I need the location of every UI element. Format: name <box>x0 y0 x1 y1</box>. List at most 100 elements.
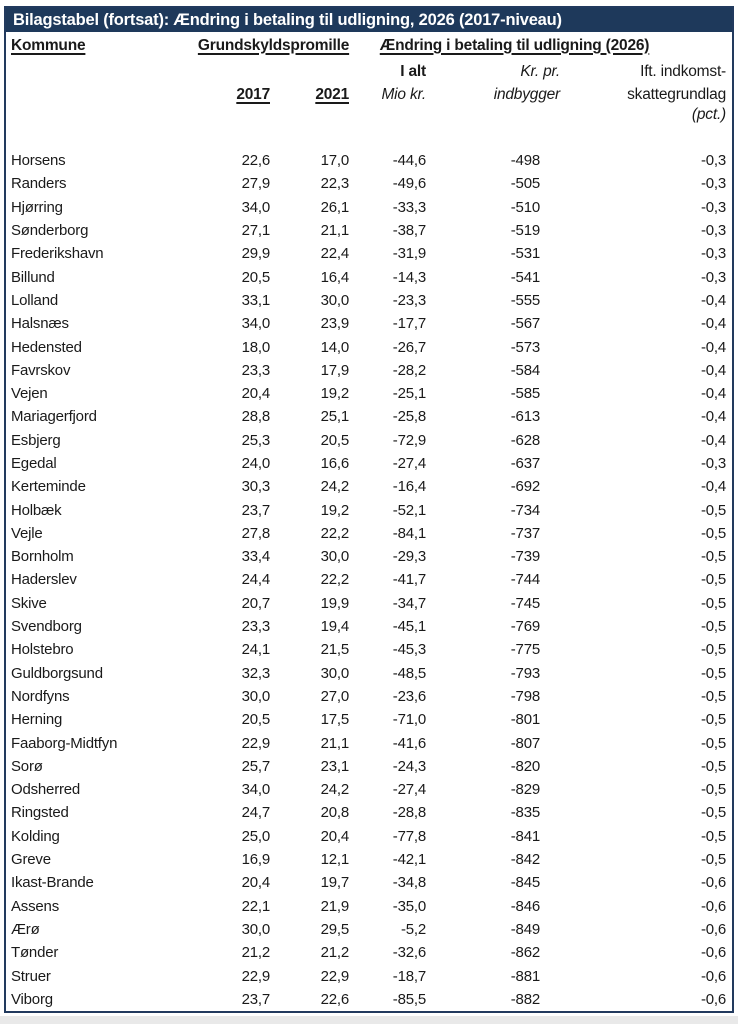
cell-kr-pr-indbygger: -793 <box>510 664 540 682</box>
cell-kommune: Ærø <box>11 920 40 938</box>
cell-kr-pr-indbygger: -737 <box>510 524 540 542</box>
cell-kommune: Ringsted <box>11 804 69 822</box>
bilagstabel-frame: Bilagstabel (fortsat): Ændring i betalin… <box>4 6 734 1013</box>
cell-grundskyld-2021: 22,4 <box>320 245 350 263</box>
cell-kommune: Favrskov <box>11 361 71 379</box>
table-row: Ærø 30,0 29,5 -5,2 -849 -0,6 <box>6 918 732 941</box>
table-row: Kolding 25,0 20,4 -77,8 -841 -0,5 <box>6 825 732 848</box>
cell-grundskyld-2021: 12,1 <box>320 851 350 869</box>
cell-grundskyld-2021: 21,5 <box>320 641 350 659</box>
cell-grundskyld-2021: 30,0 <box>320 291 350 309</box>
table-row: Assens 22,1 21,9 -35,0 -846 -0,6 <box>6 895 732 918</box>
table-row: Hjørring 34,0 26,1 -33,3 -510 -0,3 <box>6 196 732 219</box>
cell-ift-skattegrundlag-pct: -0,3 <box>700 245 727 263</box>
cell-kommune: Mariagerfjord <box>11 408 97 426</box>
cell-grundskyld-2021: 21,1 <box>320 734 350 752</box>
cell-kommune: Egedal <box>11 455 57 472</box>
cell-grundskyld-2017: 29,9 <box>241 245 271 263</box>
cell-kommune: Svendborg <box>11 618 82 636</box>
column-group-aendring-udligning: Ændring i betaling til udligning (2026) <box>379 36 650 54</box>
table-row: Viborg 23,7 22,6 -85,5 -882 -0,6 <box>6 988 732 1011</box>
page-background-strip <box>0 1016 738 1024</box>
table-row: Herning 20,5 17,5 -71,0 -801 -0,5 <box>6 708 732 731</box>
cell-grundskyld-2021: 24,2 <box>320 781 350 799</box>
cell-i-alt-mio-kr: -27,4 <box>392 455 426 472</box>
cell-kr-pr-indbygger: -692 <box>510 478 540 496</box>
table-row: Sønderborg 27,1 21,1 -38,7 -519 -0,3 <box>6 219 732 242</box>
cell-kommune: Guldborgsund <box>11 664 103 682</box>
cell-i-alt-mio-kr: -44,6 <box>392 152 426 170</box>
header-row-sub2: 2017 2021 Mio kr. indbygger skattegrundl… <box>6 81 732 104</box>
cell-ift-skattegrundlag-pct: -0,3 <box>700 455 727 472</box>
cell-grundskyld-2021: 22,2 <box>320 524 350 542</box>
cell-i-alt-mio-kr: -72,9 <box>392 431 426 449</box>
cell-grundskyld-2021: 17,0 <box>320 152 350 170</box>
cell-grundskyld-2017: 18,0 <box>241 338 271 356</box>
table-row: Vejle 27,8 22,2 -84,1 -737 -0,5 <box>6 522 732 545</box>
cell-kr-pr-indbygger: -573 <box>510 338 540 356</box>
cell-grundskyld-2021: 21,1 <box>320 222 350 240</box>
cell-grundskyld-2017: 24,1 <box>241 641 271 659</box>
table-row: Esbjerg 25,3 20,5 -72,9 -628 -0,4 <box>6 429 732 452</box>
cell-kommune: Faaborg-Midtfyn <box>11 734 118 752</box>
cell-ift-skattegrundlag-pct: -0,5 <box>700 524 727 542</box>
cell-grundskyld-2017: 25,0 <box>241 827 271 845</box>
cell-grundskyld-2017: 22,6 <box>241 152 271 170</box>
cell-grundskyld-2017: 32,3 <box>241 664 271 682</box>
table-row: Ikast-Brande 20,4 19,7 -34,8 -845 -0,6 <box>6 871 732 894</box>
cell-grundskyld-2017: 23,3 <box>241 618 271 636</box>
cell-ift-skattegrundlag-pct: -0,5 <box>700 687 727 705</box>
cell-grundskyld-2017: 30,3 <box>241 478 271 496</box>
cell-ift-skattegrundlag-pct: -0,5 <box>700 734 727 752</box>
cell-kr-pr-indbygger: -585 <box>510 385 540 403</box>
cell-i-alt-mio-kr: -32,6 <box>392 944 426 962</box>
table-row: Svendborg 23,3 19,4 -45,1 -769 -0,5 <box>6 615 732 638</box>
cell-grundskyld-2017: 20,4 <box>241 874 271 892</box>
cell-ift-skattegrundlag-pct: -0,5 <box>700 664 727 682</box>
cell-i-alt-mio-kr: -71,0 <box>392 711 426 729</box>
cell-kr-pr-indbygger: -541 <box>510 268 540 286</box>
header-row-groups: Kommune Grundskyldspromille Ændring i be… <box>6 32 732 59</box>
cell-grundskyld-2017: 34,0 <box>241 198 271 216</box>
cell-kr-pr-indbygger: -841 <box>510 827 540 845</box>
table-row: Vejen 20,4 19,2 -25,1 -585 -0,4 <box>6 382 732 405</box>
table-row: Sorø 25,7 23,1 -24,3 -820 -0,5 <box>6 755 732 778</box>
cell-i-alt-mio-kr: -23,6 <box>392 687 426 705</box>
cell-grundskyld-2017: 21,2 <box>241 944 271 962</box>
cell-i-alt-mio-kr: -49,6 <box>392 175 426 193</box>
cell-ift-skattegrundlag-pct: -0,5 <box>700 804 727 822</box>
cell-kommune: Hedensted <box>11 338 82 356</box>
cell-grundskyld-2021: 27,0 <box>320 687 350 705</box>
cell-kr-pr-indbygger: -613 <box>510 408 540 426</box>
cell-kr-pr-indbygger: -845 <box>510 874 540 892</box>
table-row: Odsherred 34,0 24,2 -27,4 -829 -0,5 <box>6 778 732 801</box>
cell-kr-pr-indbygger: -882 <box>510 990 540 1008</box>
cell-i-alt-mio-kr: -34,8 <box>392 874 426 892</box>
table-row: Mariagerfjord 28,8 25,1 -25,8 -613 -0,4 <box>6 405 732 428</box>
cell-ift-skattegrundlag-pct: -0,5 <box>700 757 727 775</box>
cell-kommune: Ikast-Brande <box>11 874 94 892</box>
cell-ift-skattegrundlag-pct: -0,5 <box>700 641 727 659</box>
cell-kommune: Odsherred <box>11 781 81 799</box>
table-row: Favrskov 23,3 17,9 -28,2 -584 -0,4 <box>6 359 732 382</box>
cell-grundskyld-2017: 22,1 <box>241 897 271 915</box>
cell-grundskyld-2021: 20,5 <box>320 431 350 449</box>
cell-kr-pr-indbygger: -628 <box>510 431 540 449</box>
cell-ift-skattegrundlag-pct: -0,4 <box>700 431 727 449</box>
cell-grundskyld-2021: 29,5 <box>320 920 350 938</box>
cell-i-alt-mio-kr: -41,6 <box>392 734 426 752</box>
cell-kommune: Kolding <box>11 827 60 845</box>
table-row: Holstebro 24,1 21,5 -45,3 -775 -0,5 <box>6 638 732 661</box>
column-header-mio-kr: Mio kr. <box>381 86 426 103</box>
cell-i-alt-mio-kr: -77,8 <box>392 827 426 845</box>
cell-i-alt-mio-kr: -18,7 <box>392 967 426 985</box>
cell-ift-skattegrundlag-pct: -0,5 <box>700 827 727 845</box>
cell-i-alt-mio-kr: -5,2 <box>400 920 426 938</box>
cell-grundskyld-2021: 21,2 <box>320 944 350 962</box>
cell-ift-skattegrundlag-pct: -0,3 <box>700 198 727 216</box>
cell-i-alt-mio-kr: -52,1 <box>392 501 426 519</box>
cell-grundskyld-2017: 23,3 <box>241 361 271 379</box>
cell-kr-pr-indbygger: -881 <box>510 967 540 985</box>
cell-grundskyld-2017: 16,9 <box>241 851 271 869</box>
cell-i-alt-mio-kr: -33,3 <box>392 198 426 216</box>
